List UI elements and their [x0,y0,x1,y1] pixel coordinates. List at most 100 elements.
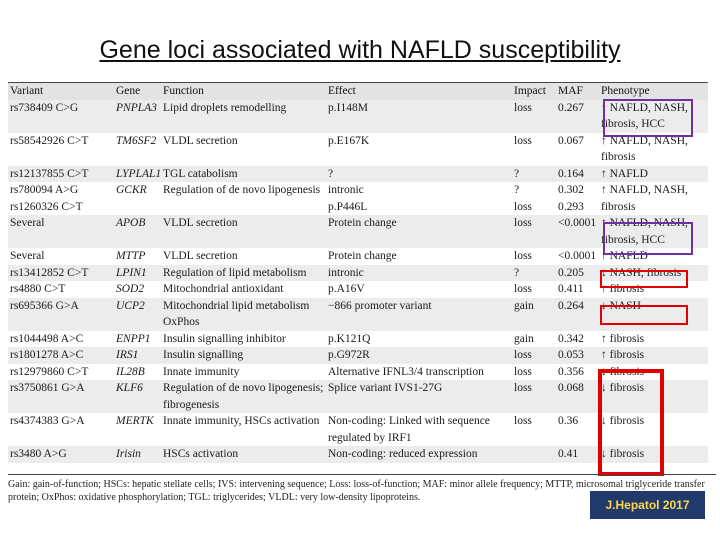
cell-impact-line: loss [514,200,532,213]
cell-variant-line: Several [10,250,45,262]
table-row: Several MTTP VLDL secretion Protein change l… [8,248,708,265]
cell-function-line: OxPhos [163,316,200,328]
cell-phenotype: ↓ NASH [599,298,708,331]
cell-variant: rs58542926 C>T [8,133,114,166]
cell-variant: rs695366 G>A [8,298,114,331]
cell-effect-line: p.I148M [328,101,368,114]
cell-impact-line: loss [514,101,532,114]
cell-impact: loss [512,364,556,381]
header-phenotype: Phenotype [601,85,650,97]
table-row: rs1044498 A>C ENPP1 Insulin signalling inh… [8,330,708,348]
cell-function-line: Mitochondrial lipid metabolism [163,299,310,312]
cell-effect: intronic p.P446L [326,182,512,215]
table-row: Several APOB VLDL secretion Protein change l… [8,215,708,248]
cell-impact: loss [512,413,556,446]
cell-variant-line: rs1801278 A>C [10,349,84,361]
cell-impact: gain [512,331,556,348]
cell-gene-line: IRS1 [116,349,139,361]
cell-impact: ? [512,166,556,183]
cell-function-line: Regulation of de novo lipogenesis [163,184,321,196]
cell-gene-line: APOB [116,217,146,229]
cell-effect-line: Protein change [328,250,397,262]
cell-maf-line: 0.053 [558,349,584,361]
cell-phenotype: ↓ fibrosis [599,364,708,381]
cell-function: VLDL secretion [161,215,326,248]
cell-function-line: Regulation of lipid metabolism [163,266,307,279]
cell-effect: p.E167K [326,133,512,166]
cell-function: Insulin signalling [161,347,326,364]
cell-function-line: Innate immunity [163,365,240,378]
cell-gene-line: PNPLA3 [116,101,157,114]
cell-gene-line: KLF6 [116,382,143,394]
cell-effect: Splice variant IVS1-27G [326,380,512,413]
cell-function-line: HSCs activation [163,448,239,460]
header-effect: Effect [328,85,356,97]
cell-impact: loss [512,281,556,298]
cell-impact: loss [512,248,556,265]
cell-phenotype-line: ↑ NAFLD, NASH, [601,217,688,229]
cell-impact-line: ? [514,266,520,279]
cell-effect-line: p.K121Q [328,332,371,345]
cell-phenotype-line: ↓ fibrosis [601,415,645,427]
cell-maf-line: 0.205 [558,266,584,279]
cell-phenotype-line: ↑ fibrosis [601,349,645,361]
cell-effect: Alternative IFNL3/4 transcription [326,364,512,381]
cell-impact: loss [512,215,556,248]
cell-variant: Several [8,248,114,265]
cell-gene: TM6SF2 [114,133,161,166]
cell-gene: PNPLA3 [114,100,161,133]
cell-phenotype: ↑ fibrosis [599,331,708,348]
cell-function: Regulation of de novo lipogenesis [161,182,326,215]
cell-gene-line: Irisin [116,448,141,460]
cell-effect: Protein change [326,215,512,248]
cell-effect-line: ? [328,167,334,180]
cell-effect-line: p.A16V [328,283,365,295]
table-row: rs780094 A>G rs1260326 C>T GCKR Regulation … [8,182,708,215]
header-maf: MAF [558,85,583,97]
cell-gene: UCP2 [114,298,161,331]
cell-variant-line: rs738409 C>G [10,101,79,114]
cell-phenotype: ↑ NAFLD, NASH, fibrosis [599,182,708,215]
cell-gene: Irisin [114,446,161,463]
cell-maf-line: 0.41 [558,448,579,460]
cell-effect-line: intronic [328,184,364,196]
cell-gene-line: TM6SF2 [116,134,157,147]
cell-effect-line: p.P446L [328,200,368,213]
header-function: Function [163,85,204,97]
cell-impact-line: ? [514,167,520,180]
cell-maf-line: 0.342 [558,332,584,345]
cell-variant-line: rs3480 A>G [10,448,67,460]
cell-phenotype-line: ↑ fibrosis [601,283,645,295]
cell-maf: <0.0001 [556,248,599,265]
cell-function: Insulin signalling inhibitor [161,331,326,348]
table-row: rs12137855 C>T LYPLAL1 TGL catabolism?? 0.1… [8,165,708,183]
cell-phenotype-line: ↓ fibrosis [601,382,645,394]
cell-function: Innate immunity, HSCs activation [161,413,326,446]
cell-impact-line: loss [514,250,532,262]
cell-impact: loss [512,133,556,166]
cell-gene: KLF6 [114,380,161,413]
cell-phenotype: ↑ NAFLD, NASH, fibrosis, HCC [599,100,708,133]
cell-gene: LYPLAL1 [114,166,161,183]
cell-gene-line: LPIN1 [116,266,147,279]
gene-loci-table: Variant Gene Function Effect Impact MAF … [8,82,708,463]
cell-gene: MERTK [114,413,161,446]
cell-phenotype-line: ↑ NAFLD [601,250,648,262]
cell-function: VLDL secretion [161,248,326,265]
cell-variant: rs1044498 A>C [8,331,114,348]
cell-maf-line: 0.068 [558,382,584,394]
cell-variant-line: rs13412852 C>T [10,266,89,279]
cell-effect: p.I148M [326,100,512,133]
cell-effect-line: Splice variant IVS1-27G [328,382,443,394]
cell-function-line: VLDL secretion [163,250,238,262]
cell-impact: loss [512,100,556,133]
cell-maf-line: 0.067 [558,134,584,147]
cell-variant: rs12137855 C>T [8,166,114,183]
cell-maf-line: 0.36 [558,415,579,427]
cell-gene: MTTP [114,248,161,265]
page-title: Gene loci associated with NAFLD suscepti… [99,36,621,64]
cell-variant: Several [8,215,114,248]
cell-gene-line: IL28B [116,365,145,378]
cell-function-line: TGL catabolism [163,167,238,180]
cell-phenotype: ↑ NAFLD, NASH, fibrosis [599,133,708,166]
